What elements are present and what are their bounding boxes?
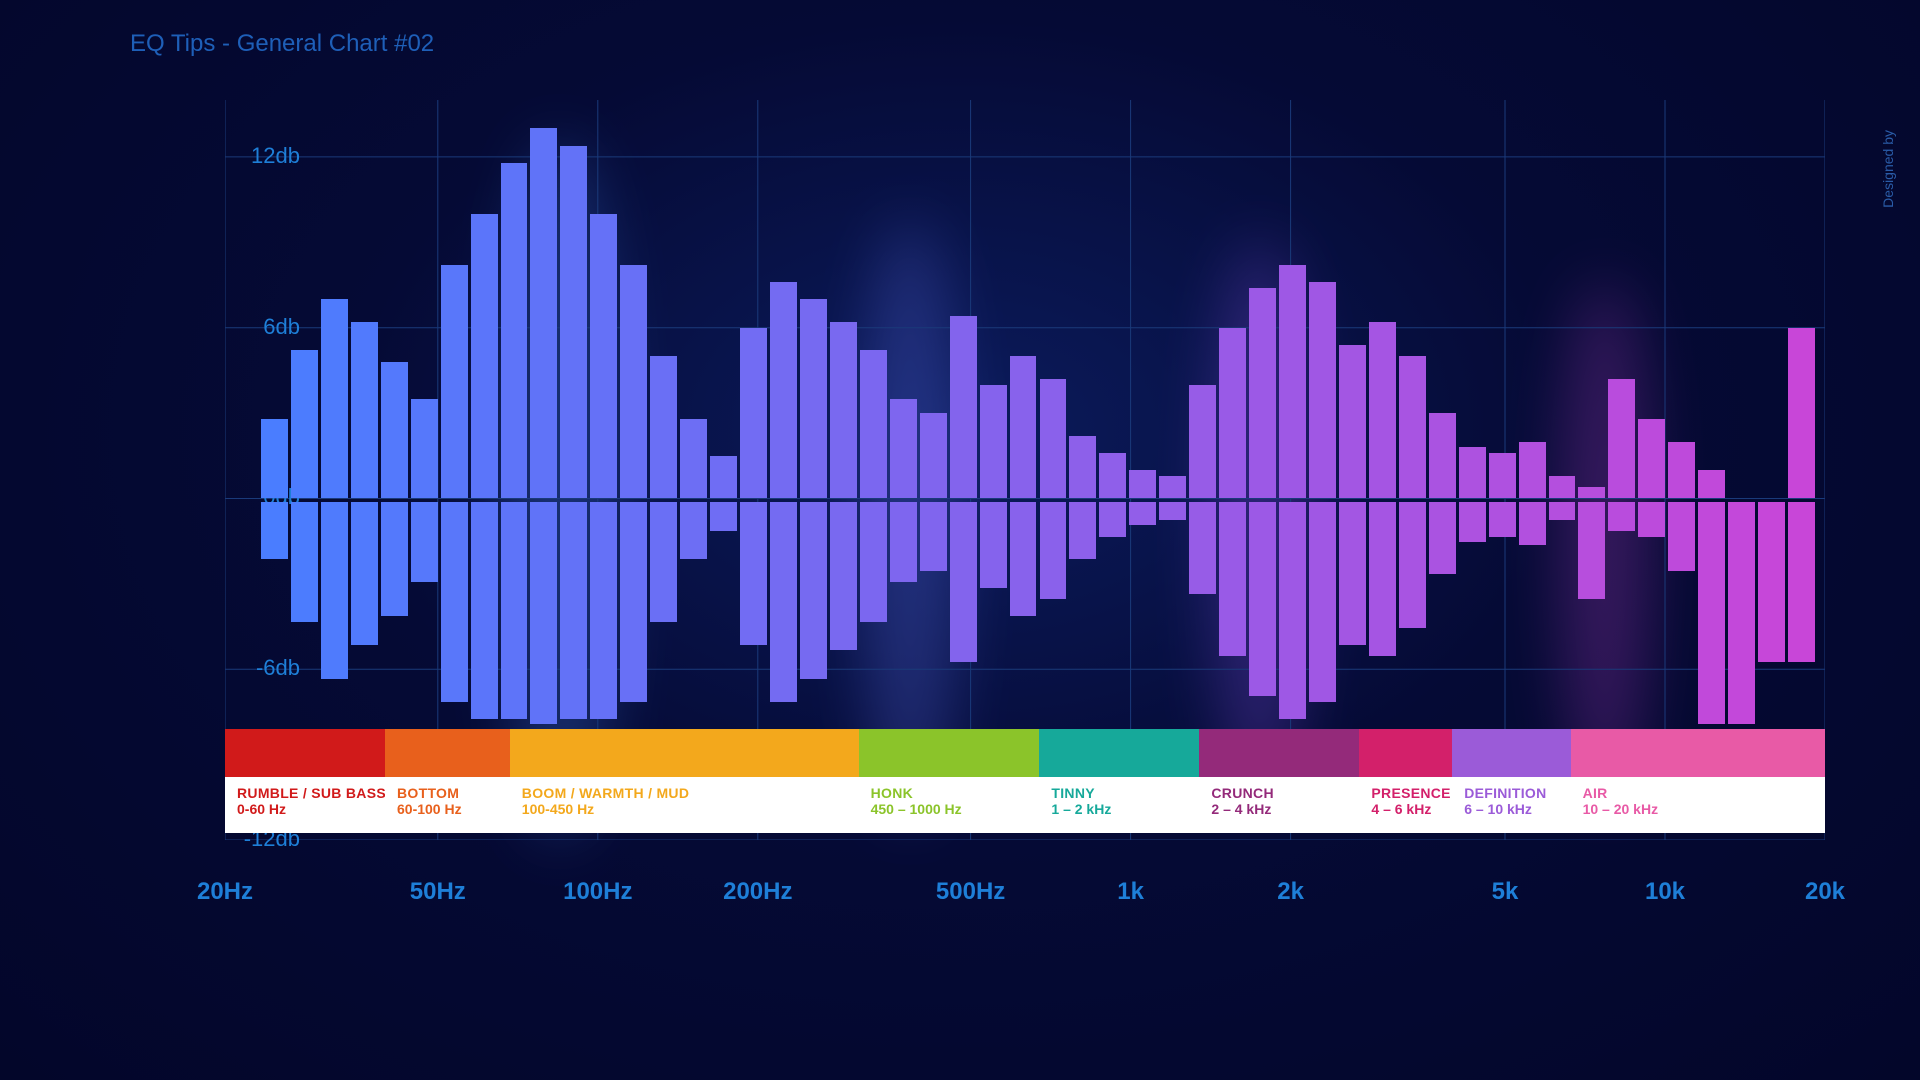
band-name: RUMBLE / SUB BASS [237,785,373,801]
band-label: BOTTOM60-100 Hz [385,777,510,833]
band-range: 60-100 Hz [397,801,498,817]
band-label: TINNY1 – 2 kHz [1039,777,1199,833]
credit-text: Designed by [1880,130,1896,208]
band-color [385,729,510,777]
band-range: 450 – 1000 Hz [871,801,1028,817]
band-label: BOOM / WARMTH / MUD100-450 Hz [510,777,859,833]
y-axis-label: -6db [240,655,300,681]
band-name: BOTTOM [397,785,498,801]
band-color-strip [225,729,1825,777]
band-name: AIR [1583,785,1813,801]
band-color [1039,729,1199,777]
x-axis-label: 50Hz [410,878,466,906]
band-label: CRUNCH2 – 4 kHz [1199,777,1359,833]
x-axis-label: 2k [1277,878,1304,906]
band-label: RUMBLE / SUB BASS0-60 Hz [225,777,385,833]
band-range: 0-60 Hz [237,801,373,817]
y-axis-label: 6db [240,314,300,340]
band-color [510,729,859,777]
x-axis-label: 5k [1492,878,1519,906]
x-axis-label: 500Hz [936,878,1005,906]
band-name: TINNY [1051,785,1187,801]
band-label: HONK450 – 1000 Hz [859,777,1040,833]
band-color [225,729,385,777]
x-axis-label: 200Hz [723,878,792,906]
band-name: CRUNCH [1211,785,1347,801]
x-axis-label: 20k [1805,878,1845,906]
chart-title: EQ Tips - General Chart #02 [130,30,434,58]
band-range: 6 – 10 kHz [1464,801,1558,817]
x-axis-label: 1k [1117,878,1144,906]
band-color [1199,729,1359,777]
band-color [859,729,1040,777]
x-axis-label: 100Hz [563,878,632,906]
band-range: 10 – 20 kHz [1583,801,1813,817]
band-range: 2 – 4 kHz [1211,801,1347,817]
band-range: 4 – 6 kHz [1371,801,1440,817]
band-label: DEFINITION6 – 10 kHz [1452,777,1570,833]
band-name: BOOM / WARMTH / MUD [522,785,847,801]
band-color [1359,729,1452,777]
band-label-strip: RUMBLE / SUB BASS0-60 HzBOTTOM60-100 HzB… [225,777,1825,833]
band-color [1571,729,1825,777]
band-name: PRESENCE [1371,785,1440,801]
y-axis-label: 12db [240,143,300,169]
band-color [1452,729,1570,777]
x-axis-label: 20Hz [197,878,253,906]
y-axis-label: 0db [240,484,300,510]
band-name: HONK [871,785,1028,801]
band-label: PRESENCE4 – 6 kHz [1359,777,1452,833]
band-name: DEFINITION [1464,785,1558,801]
band-label: AIR10 – 20 kHz [1571,777,1825,833]
x-axis-label: 10k [1645,878,1685,906]
band-range: 100-450 Hz [522,801,847,817]
band-range: 1 – 2 kHz [1051,801,1187,817]
